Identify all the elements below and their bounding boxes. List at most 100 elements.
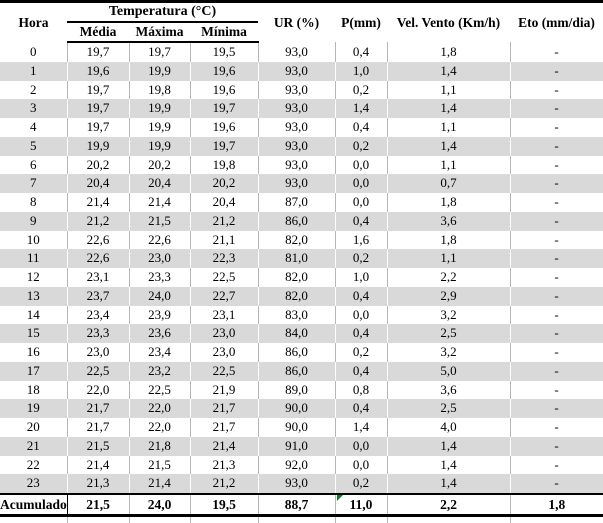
header-temperatura-group[interactable]: Temperatura (°C) (67, 2, 258, 23)
cell-ur[interactable]: 91,0 (258, 437, 335, 456)
cell-eto[interactable]: - (510, 193, 603, 212)
header-vel-vento[interactable]: Vel. Vento (Km/h) (387, 2, 510, 43)
cell-p[interactable]: 0,4 (335, 287, 387, 306)
cell-media[interactable]: 20,2 (67, 156, 129, 175)
cell-p[interactable]: 1,0 (335, 62, 387, 81)
cell-p[interactable]: 1,6 (335, 231, 387, 250)
cell-minima[interactable]: 23,0 (190, 324, 258, 343)
cell-ur[interactable]: 93,0 (258, 474, 335, 494)
cell-minima[interactable]: 21,4 (190, 437, 258, 456)
cell-vento[interactable]: 3,6 (387, 381, 510, 400)
cell-minima[interactable]: 21,9 (190, 381, 258, 400)
cell-p[interactable]: 0,4 (335, 324, 387, 343)
cell-minima[interactable]: 19,7 (190, 137, 258, 156)
cell-p[interactable]: 0,2 (335, 249, 387, 268)
cell-p[interactable]: 0,8 (335, 381, 387, 400)
cell-p[interactable]: 0,2 (335, 137, 387, 156)
cell-p[interactable]: 0,0 (335, 174, 387, 193)
cell-ur[interactable]: 82,0 (258, 287, 335, 306)
cell-eto[interactable]: - (510, 174, 603, 193)
cell-ur[interactable]: 89,0 (258, 381, 335, 400)
cell-vento[interactable]: 3,2 (387, 343, 510, 362)
cell-hora[interactable]: 22 (0, 456, 67, 475)
cell-maxima[interactable]: 20,4 (129, 174, 190, 193)
cell-p[interactable]: 0,2 (335, 343, 387, 362)
cell-hora[interactable]: 12 (0, 268, 67, 287)
cell-vento[interactable]: 5,0 (387, 362, 510, 381)
cell-eto[interactable]: - (510, 137, 603, 156)
cell-media[interactable]: 22,5 (67, 362, 129, 381)
acumulado-vento[interactable]: 2,2 (387, 494, 510, 516)
acumulado-ur[interactable]: 88,7 (258, 494, 335, 516)
cell-eto[interactable]: - (510, 474, 603, 494)
cell-hora[interactable]: 4 (0, 118, 67, 137)
cell-minima[interactable]: 19,6 (190, 62, 258, 81)
cell-vento[interactable]: 2,5 (387, 399, 510, 418)
cell-hora[interactable]: 0 (0, 42, 67, 62)
cell-media[interactable]: 19,7 (67, 99, 129, 118)
cell-vento[interactable]: 2,5 (387, 324, 510, 343)
cell-vento[interactable]: 2,9 (387, 287, 510, 306)
cell-eto[interactable]: - (510, 212, 603, 231)
cell-ur[interactable]: 82,0 (258, 231, 335, 250)
cell-ur[interactable]: 90,0 (258, 399, 335, 418)
cell-media[interactable]: 21,2 (67, 212, 129, 231)
cell-hora[interactable]: 18 (0, 381, 67, 400)
cell-vento[interactable]: 1,4 (387, 137, 510, 156)
cell-minima[interactable]: 22,5 (190, 362, 258, 381)
header-media[interactable]: Média (67, 22, 129, 42)
cell-minima[interactable]: 21,2 (190, 474, 258, 494)
cell-hora[interactable]: 20 (0, 418, 67, 437)
header-maxima[interactable]: Máxima (129, 22, 190, 42)
cell-ur[interactable]: 87,0 (258, 193, 335, 212)
cell-eto[interactable]: - (510, 42, 603, 62)
cell-maxima[interactable]: 19,9 (129, 99, 190, 118)
cell-hora[interactable]: 16 (0, 343, 67, 362)
cell-hora[interactable]: 1 (0, 62, 67, 81)
cell-maxima[interactable]: 21,5 (129, 212, 190, 231)
cell-eto[interactable]: - (510, 249, 603, 268)
cell-minima[interactable]: 19,5 (190, 42, 258, 62)
acumulado-media[interactable]: 21,5 (67, 494, 129, 516)
cell-media[interactable]: 23,1 (67, 268, 129, 287)
cell-minima[interactable]: 19,6 (190, 81, 258, 100)
cell-vento[interactable]: 1,1 (387, 156, 510, 175)
cell-p[interactable]: 1,0 (335, 268, 387, 287)
cell-eto[interactable]: - (510, 287, 603, 306)
cell-eto[interactable]: - (510, 324, 603, 343)
cell-ur[interactable]: 93,0 (258, 174, 335, 193)
cell-p[interactable]: 0,4 (335, 42, 387, 62)
cell-p[interactable]: 0,0 (335, 156, 387, 175)
cell-media[interactable]: 19,7 (67, 81, 129, 100)
cell-hora[interactable]: 15 (0, 324, 67, 343)
cell-vento[interactable]: 3,6 (387, 212, 510, 231)
cell-vento[interactable]: 1,8 (387, 231, 510, 250)
cell-media[interactable]: 21,5 (67, 437, 129, 456)
cell-media[interactable]: 22,6 (67, 249, 129, 268)
cell-minima[interactable]: 22,3 (190, 249, 258, 268)
cell-eto[interactable]: - (510, 118, 603, 137)
cell-maxima[interactable]: 19,9 (129, 62, 190, 81)
cell-maxima[interactable]: 24,0 (129, 287, 190, 306)
cell-p[interactable]: 0,4 (335, 399, 387, 418)
cell-vento[interactable]: 1,1 (387, 81, 510, 100)
cell-vento[interactable]: 1,4 (387, 99, 510, 118)
cell-hora[interactable]: 19 (0, 399, 67, 418)
cell-vento[interactable]: 1,1 (387, 249, 510, 268)
cell-ur[interactable]: 86,0 (258, 343, 335, 362)
header-ur[interactable]: UR (%) (258, 2, 335, 43)
cell-media[interactable]: 19,9 (67, 137, 129, 156)
cell-media[interactable]: 22,6 (67, 231, 129, 250)
cell-p[interactable]: 0,0 (335, 306, 387, 325)
cell-minima[interactable]: 20,4 (190, 193, 258, 212)
cell-eto[interactable]: - (510, 399, 603, 418)
cell-minima[interactable]: 22,7 (190, 287, 258, 306)
cell-p[interactable]: 1,4 (335, 99, 387, 118)
cell-vento[interactable]: 3,2 (387, 306, 510, 325)
cell-maxima[interactable]: 21,4 (129, 193, 190, 212)
cell-eto[interactable]: - (510, 81, 603, 100)
cell-maxima[interactable]: 21,4 (129, 474, 190, 494)
cell-maxima[interactable]: 23,6 (129, 324, 190, 343)
cell-hora[interactable]: 14 (0, 306, 67, 325)
cell-minima[interactable]: 19,6 (190, 118, 258, 137)
